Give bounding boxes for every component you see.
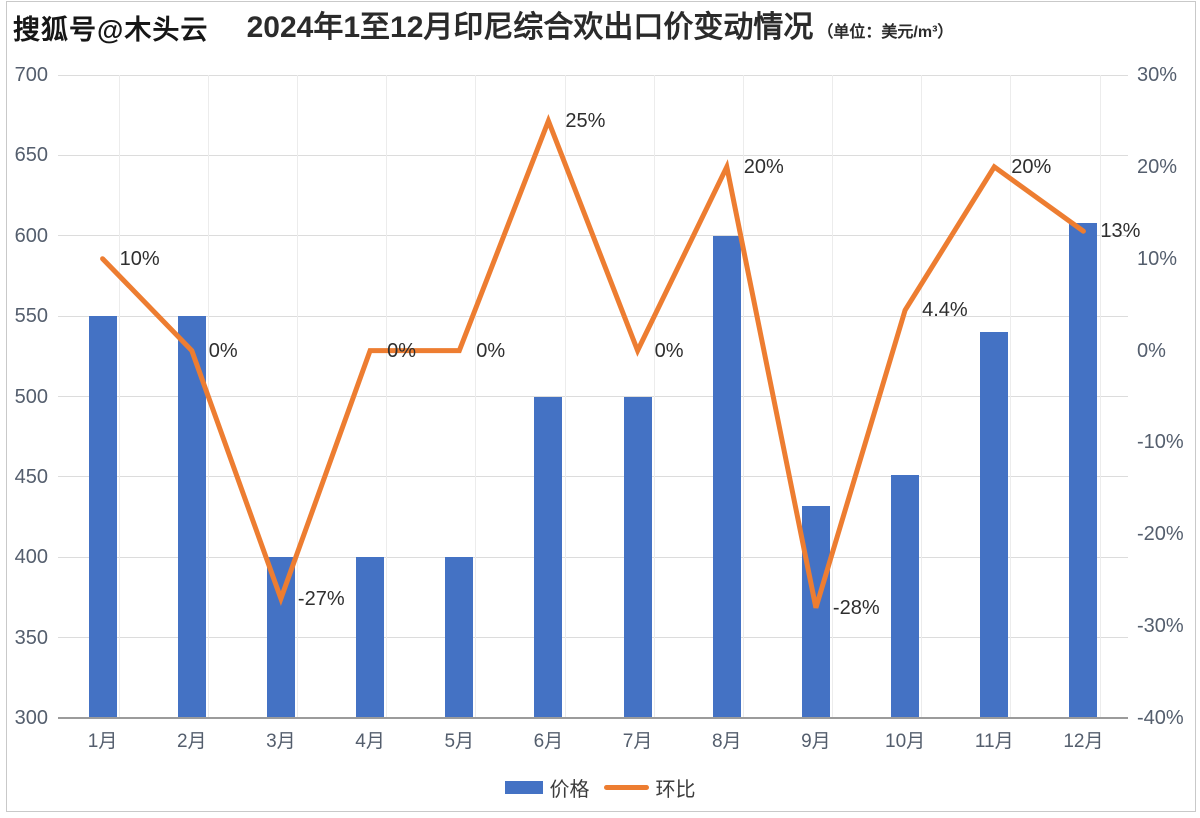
data-label: 10% — [119, 247, 160, 270]
bar-8月 — [712, 235, 741, 718]
left-axis-tick: 600 — [14, 224, 48, 247]
x-axis-label: 6月 — [533, 731, 564, 752]
legend-label: 价格 — [549, 779, 590, 801]
gridline-h — [58, 315, 1128, 317]
data-label: -28% — [832, 596, 880, 619]
gridline-h — [58, 396, 1128, 397]
legend-label: 环比 — [655, 779, 696, 801]
data-label: 0% — [208, 339, 238, 362]
x-axis-label: 3月 — [266, 731, 296, 752]
data-label: 0% — [654, 339, 684, 362]
left-axis-tick: 300 — [14, 707, 48, 729]
bar-12月 — [1069, 222, 1098, 718]
bar-1月 — [88, 316, 117, 718]
x-axis-label: 9月 — [801, 731, 831, 752]
gridline-v — [832, 75, 833, 718]
gridline-v — [564, 75, 566, 718]
gridline-v — [1010, 75, 1012, 718]
gridline-v — [386, 75, 388, 718]
gridline-v — [1099, 75, 1101, 718]
gridline-h — [58, 637, 1128, 639]
left-axis-tick: 350 — [14, 626, 48, 649]
x-axis-label: 11月 — [974, 731, 1014, 752]
gridline-v — [475, 75, 477, 718]
bar-9月 — [801, 505, 830, 718]
bar-3月 — [266, 557, 295, 718]
left-axis-tick: 500 — [14, 385, 48, 408]
x-axis-line — [58, 717, 1128, 719]
data-label: 13% — [1100, 220, 1141, 243]
bar-7月 — [623, 396, 652, 718]
x-axis-label: 5月 — [444, 731, 475, 752]
bar-11月 — [980, 332, 1009, 718]
right-axis-tick: -30% — [1137, 615, 1184, 638]
right-axis-tick: -40% — [1137, 707, 1184, 729]
data-label: 25% — [565, 109, 606, 132]
x-axis-label: 7月 — [622, 731, 653, 752]
left-axis-tick: 400 — [14, 546, 48, 569]
x-axis-label: 1月 — [87, 731, 118, 752]
gridline-v — [118, 75, 120, 718]
gridline-h — [58, 476, 1128, 478]
right-axis-tick: -10% — [1137, 431, 1184, 454]
right-axis-tick: 30% — [1137, 64, 1178, 86]
right-axis-tick: -20% — [1137, 523, 1184, 546]
right-axis-tick: 20% — [1137, 155, 1178, 178]
chart-legend: 价格 环比 — [0, 773, 1200, 802]
title-row: 2024年1至12月印尼综合欢出口价变动情况 （单位：美元/m³） — [0, 9, 1200, 47]
left-axis-tick: 700 — [14, 64, 48, 86]
watermark: 搜狐号@木头云 — [13, 15, 209, 45]
left-axis-tick: 650 — [14, 144, 48, 167]
data-label: -27% — [297, 587, 345, 610]
x-axis-label: 4月 — [355, 731, 385, 752]
x-axis-label: 12月 — [1063, 731, 1104, 752]
left-axis-tick: 550 — [14, 305, 48, 328]
gridline-h — [58, 556, 1128, 558]
legend-swatch-line — [603, 785, 649, 790]
gridline-v — [921, 75, 923, 718]
gridline-v — [297, 75, 298, 718]
line-path — [100, 113, 1086, 609]
data-label: 0% — [476, 339, 506, 362]
x-axis-label: 2月 — [176, 731, 207, 752]
bar-5月 — [445, 557, 474, 718]
data-label: 0% — [387, 339, 416, 362]
legend-swatch-bar — [504, 781, 543, 794]
data-label: 20% — [1011, 155, 1052, 178]
page-title: 2024年1至12月印尼综合欢出口价变动情况 — [246, 11, 814, 44]
gridline-v — [742, 75, 744, 718]
right-axis-tick: 0% — [1137, 339, 1166, 362]
left-axis-tick: 450 — [14, 465, 48, 488]
gridline-h — [58, 154, 1128, 156]
title-unit: （单位：美元/m³） — [817, 24, 954, 41]
data-label: 4.4% — [922, 299, 968, 322]
gridline-v — [653, 75, 655, 718]
bar-4月 — [356, 557, 385, 718]
data-label: 20% — [743, 155, 784, 178]
x-axis-label: 8月 — [711, 731, 742, 752]
gridline-h — [58, 74, 1128, 76]
right-axis-tick: 10% — [1137, 247, 1178, 270]
x-axis-label: 10月 — [885, 731, 926, 752]
bar-10月 — [891, 475, 920, 718]
bar-6月 — [534, 396, 563, 718]
